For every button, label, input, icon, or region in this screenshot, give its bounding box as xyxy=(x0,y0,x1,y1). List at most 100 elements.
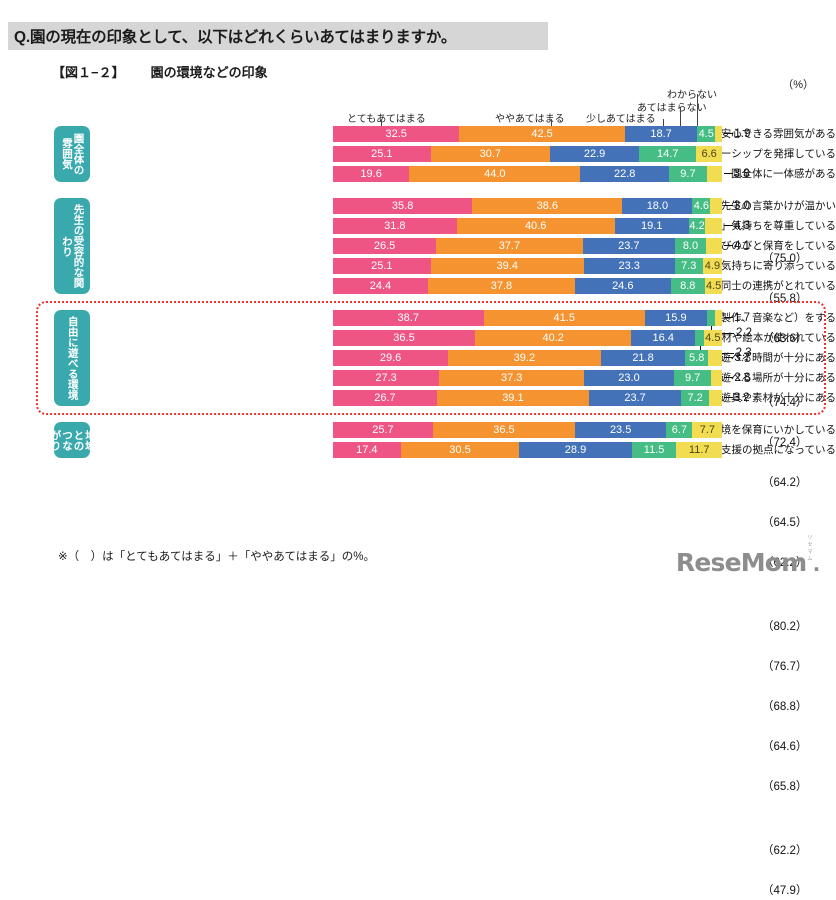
bar-segment-5 xyxy=(706,166,722,182)
row-label: 先生の言葉かけが温かい xyxy=(720,200,836,212)
bar-segment-4: 14.7 xyxy=(639,146,697,162)
stacked-bar: 17.4 30.5 28.9 11.5 11.7 xyxy=(333,442,722,458)
chart-row: 地域の子育て支援の拠点になっている 17.4 30.5 28.9 11.5 11.7 （47… xyxy=(0,441,836,897)
bar-segment-3: 23.5 xyxy=(574,422,667,438)
bar-segment-2: 41.5 xyxy=(483,310,645,326)
row-total: （74.4） xyxy=(762,397,808,409)
bar-segment-4: 4.5 xyxy=(697,126,715,142)
bar-segment-1: 32.5 xyxy=(333,126,460,142)
stacked-bar: 24.4 37.8 24.6 8.8 4.5 xyxy=(333,278,723,294)
bar-segment-1: 31.8 xyxy=(333,218,457,234)
legend-label-3: 少しあてはまる xyxy=(586,114,656,125)
callout-leader-horizontal xyxy=(711,333,734,334)
bar-segment-3: 23.3 xyxy=(583,258,675,274)
bar-segment-2: 37.7 xyxy=(436,238,583,254)
segment-callout-value: 2.2 xyxy=(736,327,752,339)
bar-segment-2: 40.2 xyxy=(474,330,632,346)
bar-segment-3: 23.0 xyxy=(584,370,674,386)
bar-segment-2: 44.0 xyxy=(409,166,581,182)
chart-row: 園長はリーダーシップを発揮している 25.1 30.7 22.9 14.7 6.6 （55.… xyxy=(0,145,836,305)
row-total: （63.6） xyxy=(762,333,808,345)
stacked-bar: 38.7 41.5 15.9 xyxy=(333,310,722,326)
legend-label-1: とてもあてはまる xyxy=(347,114,426,125)
bar-segment-4: 9.7 xyxy=(669,166,707,182)
bar-segment-3: 21.8 xyxy=(600,350,686,366)
chart-row: 先生がのびのびと保育をしている 26.5 37.7 23.7 8.0 （64.2） xyxy=(0,237,836,489)
bar-segment-1: 26.5 xyxy=(333,238,437,254)
callout-leader-vertical xyxy=(699,346,701,353)
bar-segment-2: 39.2 xyxy=(448,350,601,366)
bar-segment-1: 17.4 xyxy=(333,442,401,458)
bar-segment-5 xyxy=(707,350,723,366)
figure-subtitle: 園の環境などの印象 xyxy=(150,65,268,80)
segment-callout-value: 3.7 xyxy=(734,352,751,364)
row-label: 安心できる雰囲気がある xyxy=(720,128,836,140)
segment-callout: 2.3 xyxy=(736,347,752,359)
bar-segment-2: 37.8 xyxy=(427,278,575,294)
segment-callout: 1.9 xyxy=(724,128,750,140)
segment-callout: 1.7 xyxy=(724,312,750,324)
bar-segment-5: 7.7 xyxy=(692,422,723,438)
chart-row: 地域の人材や環境を保育にいかしている 25.7 36.5 23.5 6.7 7.7 （62.… xyxy=(0,421,836,857)
bar-segment-2: 39.1 xyxy=(436,390,589,406)
question-banner: Q.園の現在の印象として、以下はどれくらいあてはまりますか。 xyxy=(8,22,548,50)
row-total: （65.8） xyxy=(762,781,808,793)
bar-segment-5: 4.9 xyxy=(702,258,722,274)
bar-segment-2: 36.5 xyxy=(432,422,575,438)
chart-row: 自由に遊べる時間が十分にある 29.6 39.2 21.8 5.8 （68.8） xyxy=(0,349,836,713)
row-total: （80.2） xyxy=(762,621,808,633)
row-total: （76.7） xyxy=(762,661,808,673)
bar-segment-2: 30.5 xyxy=(400,442,520,458)
bar-segment-3: 24.6 xyxy=(574,278,671,294)
row-total: （64.2） xyxy=(762,477,808,489)
segment-callout-value: 1.9 xyxy=(734,128,751,140)
bar-segment-2: 39.4 xyxy=(430,258,584,274)
segment-callout-value: 4.1 xyxy=(734,240,750,252)
bar-segment-4: 5.8 xyxy=(685,350,708,366)
bar-segment-4: 9.7 xyxy=(673,370,712,386)
bar-segment-5: 11.7 xyxy=(676,442,722,458)
stacked-bar: 27.3 37.3 23.0 9.7 xyxy=(333,370,723,386)
bar-segment-4: 8.8 xyxy=(670,278,705,294)
segment-callout: 3.8 xyxy=(723,168,750,180)
bar-segment-3: 18.0 xyxy=(622,198,693,214)
row-total: （68.8） xyxy=(762,701,808,713)
bar-segment-2: 42.5 xyxy=(459,126,625,142)
row-total: （64.5） xyxy=(762,517,808,529)
bar-segment-3: 22.8 xyxy=(580,166,670,182)
segment-callout: 2.2 xyxy=(736,327,752,339)
segment-callout-value: 3.0 xyxy=(734,200,750,212)
segment-callout: 3.2 xyxy=(723,392,750,404)
logo-subtext: リセマム xyxy=(807,535,814,562)
footnote: ※（ ）は「とてもあてはまる」＋「ややあてはまる」の%。 xyxy=(58,551,376,563)
chart-row: 先生の言葉かけが温かい 35.8 38.6 18.0 4.6 （74.4） xyxy=(0,197,836,409)
bar-segment-5: 4.5 xyxy=(704,278,723,294)
stacked-bar: 31.8 40.6 19.1 4.2 xyxy=(333,218,722,234)
stacked-bar: 19.6 44.0 22.8 9.7 xyxy=(333,166,722,182)
stacked-bar: 29.6 39.2 21.8 5.8 xyxy=(333,350,723,366)
row-total: （47.9） xyxy=(762,885,808,897)
bar-segment-2: 38.6 xyxy=(472,198,623,214)
bar-segment-1: 29.6 xyxy=(333,350,449,366)
bar-segment-1: 26.7 xyxy=(333,390,437,406)
bar-segment-3: 22.9 xyxy=(550,146,640,162)
bar-segment-4: 7.2 xyxy=(681,390,710,406)
bar-segment-4 xyxy=(706,310,716,326)
legend-label-4: あてはまらない xyxy=(637,103,707,114)
logo-dot: . xyxy=(813,549,820,577)
bar-segment-1: 24.4 xyxy=(333,278,428,294)
legend-label-5: わからない xyxy=(667,90,717,101)
bar-segment-5 xyxy=(711,370,723,386)
row-label: 自由に遊べる場所が十分にある xyxy=(689,372,836,384)
bar-segment-5 xyxy=(706,238,722,254)
bar-segment-4 xyxy=(695,330,705,346)
stacked-bar: 26.7 39.1 23.7 7.2 xyxy=(333,390,722,406)
bar-segment-4: 7.3 xyxy=(674,258,703,274)
row-total: （62.2） xyxy=(762,557,808,569)
legend-leader-line-5 xyxy=(697,94,698,133)
segment-callout-value: 1.7 xyxy=(734,312,750,324)
row-label: 先生同士の連携がとれている xyxy=(699,280,836,292)
bar-segment-3: 19.1 xyxy=(614,218,689,234)
chart-row: 園全体に一体感がある 19.6 44.0 22.8 9.7 （63.6） xyxy=(0,165,836,345)
bar-segment-3: 15.9 xyxy=(644,310,707,326)
